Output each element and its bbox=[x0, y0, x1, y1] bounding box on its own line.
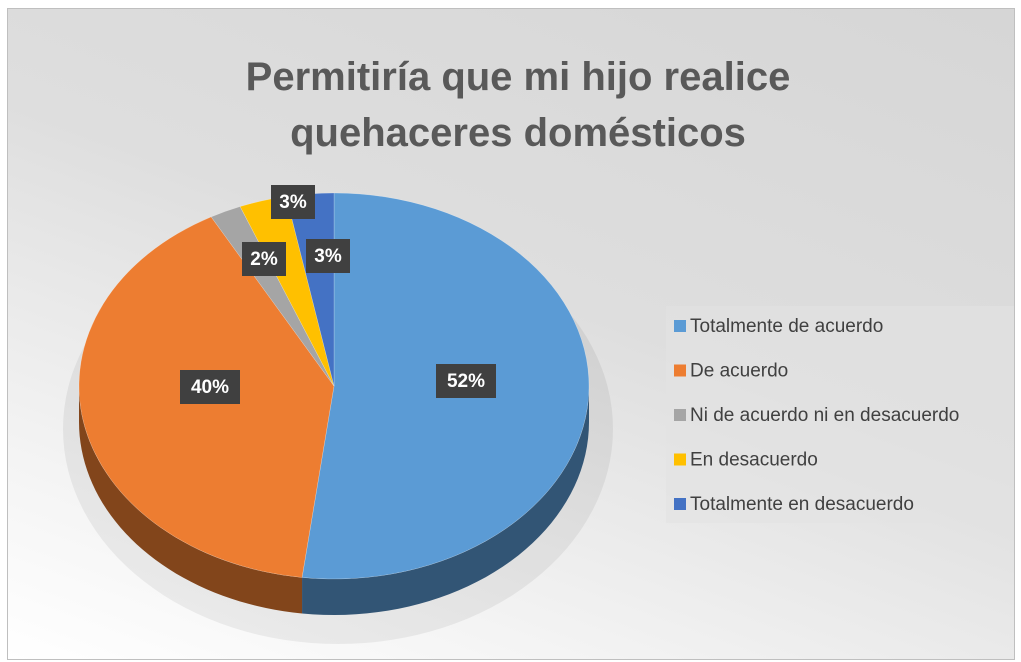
pie-slice bbox=[210, 206, 335, 387]
legend-label: Ni de acuerdo ni en desacuerdo bbox=[690, 405, 959, 426]
legend-swatch bbox=[674, 364, 686, 377]
legend-swatch bbox=[674, 498, 686, 510]
value-label-box bbox=[242, 242, 286, 276]
chart: Permitiría que mi hijo realice quehacere… bbox=[7, 8, 1015, 660]
legend-swatch bbox=[674, 409, 686, 421]
value-label: 52% bbox=[447, 371, 485, 392]
value-label-box bbox=[180, 370, 240, 404]
value-label-box bbox=[436, 364, 496, 398]
legend-label: Totalmente de acuerdo bbox=[690, 316, 883, 337]
chart-title: Permitiría que mi hijo realice quehacere… bbox=[245, 55, 791, 155]
pie-side bbox=[302, 386, 589, 615]
value-label: 40% bbox=[191, 377, 229, 398]
legend-label: De acuerdo bbox=[690, 361, 788, 382]
value-label: 3% bbox=[279, 192, 307, 213]
value-label: 3% bbox=[314, 246, 342, 267]
pie-side bbox=[79, 386, 303, 614]
value-label: 2% bbox=[250, 249, 278, 270]
plot: 52% 40% 2% 3% 3% Totalmente de acuerdo De acue… bbox=[63, 185, 1014, 644]
legend-swatch bbox=[674, 320, 686, 332]
legend-box bbox=[666, 306, 1014, 523]
value-label-box bbox=[271, 185, 315, 219]
value-label-box bbox=[306, 239, 350, 273]
legend-swatch bbox=[674, 453, 686, 466]
legend-label: Totalmente en desacuerdo bbox=[690, 494, 914, 515]
legend-label: En desacuerdo bbox=[690, 450, 818, 471]
